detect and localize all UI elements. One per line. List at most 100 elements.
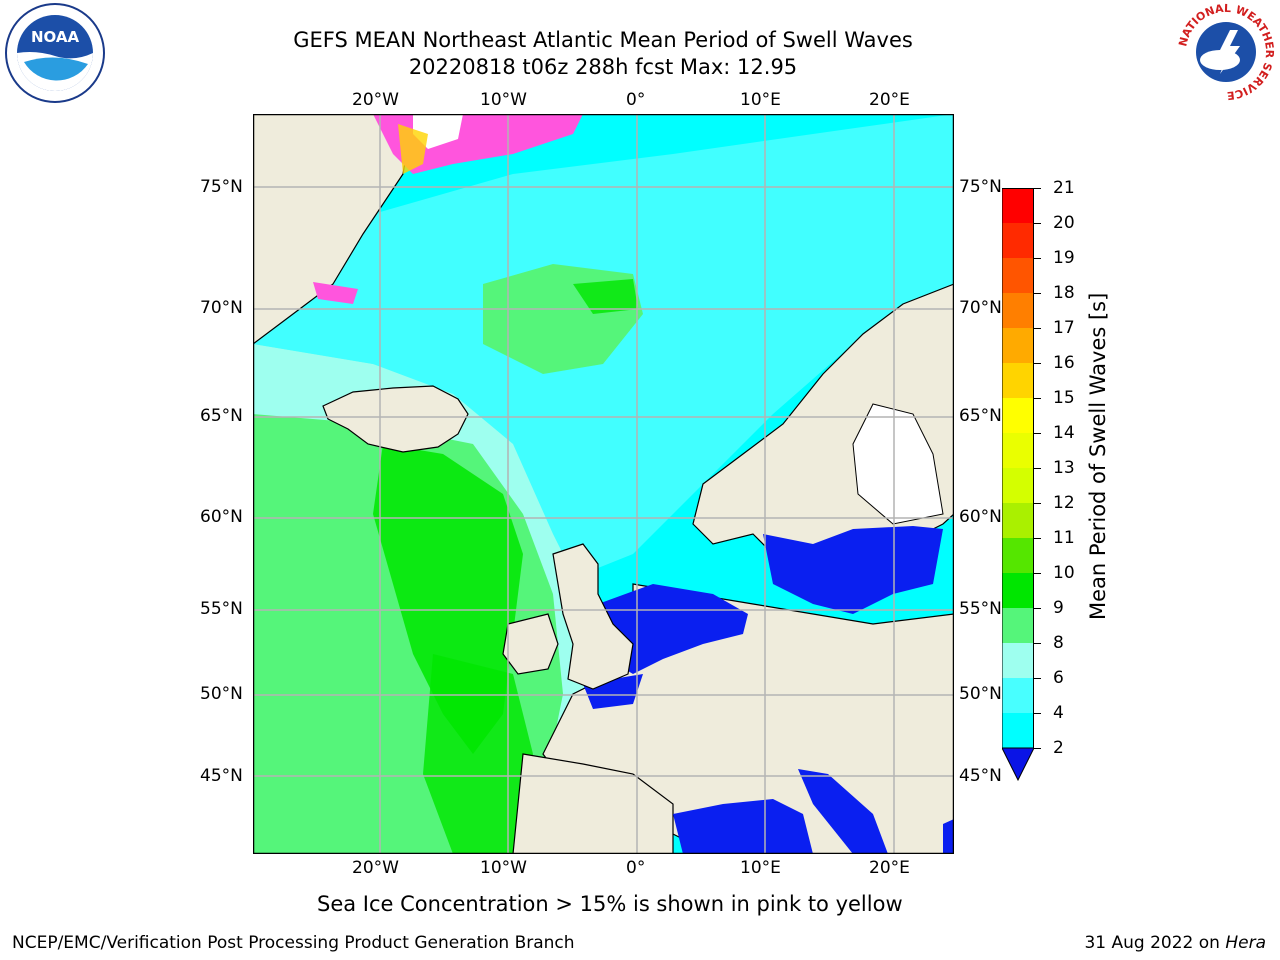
colorbar-tick-label: 11 [1053, 528, 1075, 548]
colorbar [1001, 188, 1035, 784]
colorbar-tick-label: 2 [1053, 738, 1064, 758]
colorbar-tick-label: 10 [1053, 563, 1075, 583]
colorbar-tick-mark [1034, 713, 1041, 714]
footer-host: Hera [1225, 933, 1266, 953]
colorbar-tick-label: 21 [1053, 178, 1075, 198]
mediterranean-sea [673, 799, 813, 854]
lon-label-top-20e: 20°E [869, 90, 910, 110]
lat-label-left-50n: 50°N [200, 684, 243, 704]
colorbar-band [1002, 573, 1034, 609]
lon-label-bottom-10e: 10°E [740, 858, 781, 878]
colorbar-tick-mark [1034, 678, 1041, 679]
colorbar-tick-label: 4 [1053, 703, 1064, 723]
aegean-sea [943, 819, 954, 854]
colorbar-tick-mark [1034, 223, 1041, 224]
colorbar-tick-label: 18 [1053, 283, 1075, 303]
footer-left: NCEP/EMC/Verification Post Processing Pr… [12, 933, 575, 953]
colorbar-svg [1001, 188, 1035, 782]
iberia-land [512, 753, 674, 855]
lon-label-bottom-20e: 20°E [869, 858, 910, 878]
iceland-land [322, 385, 469, 453]
colorbar-tick-mark [1034, 398, 1041, 399]
colorbar-band [1002, 398, 1034, 434]
colorbar-extend-arrow [1001, 747, 1035, 782]
colorbar-tick-label: 19 [1053, 248, 1075, 268]
map-grid [253, 114, 954, 854]
footer-right: 31 Aug 2022 on Hera [1084, 932, 1266, 954]
colorbar-band [1002, 258, 1034, 294]
lat-label-left-65n: 65°N [200, 406, 243, 426]
noaa-logo: NOAA [4, 2, 106, 104]
colorbar-tick-mark [1034, 643, 1041, 644]
map-svg [252, 113, 955, 855]
lon-label-top-10e: 10°E [740, 90, 781, 110]
colorbar-tick-mark [1034, 538, 1041, 539]
colorbar-band [1002, 713, 1034, 749]
lon-label-top-20w: 20°W [352, 90, 399, 110]
colorbar-band [1002, 293, 1034, 329]
colorbar-tick-mark [1034, 573, 1041, 574]
svg-text:NOAA: NOAA [31, 28, 80, 46]
colorbar-tick-mark [1034, 363, 1041, 364]
north-sea [598, 584, 748, 674]
colorbar-band [1002, 538, 1034, 574]
lat-label-right-55n: 55°N [959, 599, 1002, 619]
green-10-11-patch-2 [423, 654, 533, 854]
colorbar-tick-label: 13 [1053, 458, 1075, 478]
colorbar-tick-label: 12 [1053, 493, 1075, 513]
lat-label-left-55n: 55°N [200, 599, 243, 619]
colorbar-tick-label: 14 [1053, 423, 1075, 443]
baltic-sea [763, 526, 943, 614]
colorbar-tick-mark [1034, 258, 1041, 259]
lat-label-right-65n: 65°N [959, 406, 1002, 426]
colorbar-band [1002, 468, 1034, 504]
map-panel [252, 113, 955, 855]
colorbar-tick-label: 16 [1053, 353, 1075, 373]
colorbar-label: Mean Period of Swell Waves [s] [1086, 292, 1110, 620]
lat-label-right-75n: 75°N [959, 177, 1002, 197]
colorbar-band [1002, 363, 1034, 399]
lon-label-bottom-20w: 20°W [352, 858, 399, 878]
colorbar-band [1002, 328, 1034, 364]
colorbar-band [1002, 678, 1034, 714]
colorbar-tick-label: 8 [1053, 633, 1064, 653]
lon-label-top-10w: 10°W [480, 90, 527, 110]
colorbar-tick-mark [1034, 328, 1041, 329]
colorbar-band [1002, 223, 1034, 259]
colorbar-tick-mark [1034, 433, 1041, 434]
colorbar-tick-label: 17 [1053, 318, 1075, 338]
adriatic-sea [798, 769, 888, 854]
sea-ice-fjord [313, 282, 358, 304]
colorbar-tick-label: 20 [1053, 213, 1075, 233]
colorbar-tick-label: 15 [1053, 388, 1075, 408]
gulf-bothnia [852, 403, 944, 525]
sea-ice-note: Sea Ice Concentration > 15% is shown in … [317, 892, 903, 916]
lat-label-left-70n: 70°N [200, 298, 243, 318]
lon-label-bottom-10w: 10°W [480, 858, 527, 878]
colorbar-tick-mark [1034, 608, 1041, 609]
lat-label-right-50n: 50°N [959, 684, 1002, 704]
colorbar-band [1002, 188, 1034, 224]
colorbar-band [1002, 503, 1034, 539]
chart-title-line1: GEFS MEAN Northeast Atlantic Mean Period… [293, 28, 913, 52]
lat-label-left-60n: 60°N [200, 507, 243, 527]
footer-date: 31 Aug 2022 on [1084, 933, 1226, 953]
lat-label-right-70n: 70°N [959, 298, 1002, 318]
lon-label-top-0: 0° [626, 90, 646, 110]
chart-title-line2: 20220818 t06z 288h fcst Max: 12.95 [408, 55, 798, 79]
colorbar-tick-mark [1034, 188, 1041, 189]
colorbar-band [1002, 643, 1034, 679]
colorbar-tick-mark [1034, 468, 1041, 469]
ireland-land [502, 613, 559, 675]
lon-label-bottom-0: 0° [626, 858, 646, 878]
great-britain-land [552, 543, 634, 690]
lat-label-left-45n: 45°N [200, 766, 243, 786]
sea-ice-yellow [398, 124, 428, 174]
lat-label-right-60n: 60°N [959, 507, 1002, 527]
colorbar-tick-label: 6 [1053, 668, 1064, 688]
lat-label-left-75n: 75°N [200, 177, 243, 197]
green-norwegian-sea-core [573, 279, 638, 314]
colorbar-tick-mark [1034, 748, 1041, 749]
colorbar-band [1002, 608, 1034, 644]
colorbar-tick-mark [1034, 503, 1041, 504]
